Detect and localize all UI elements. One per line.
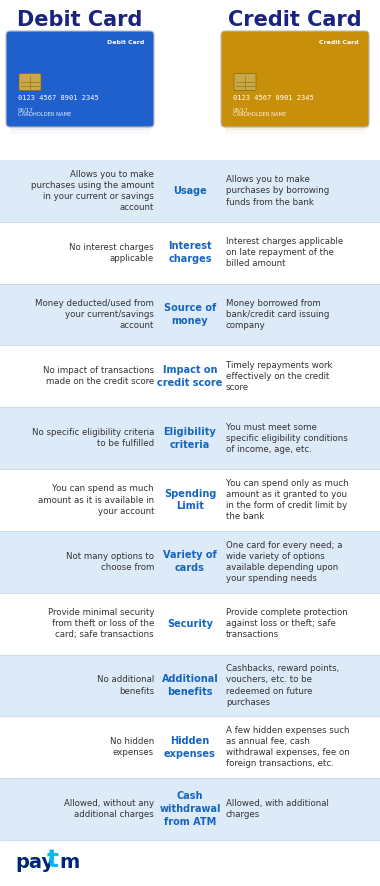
- Text: No impact of transactions
made on the credit score: No impact of transactions made on the cr…: [43, 366, 154, 386]
- Text: Hidden
expenses: Hidden expenses: [164, 736, 216, 758]
- FancyBboxPatch shape: [19, 74, 41, 90]
- Text: CARDHOLDER NAME: CARDHOLDER NAME: [233, 112, 287, 117]
- Text: Credit Card: Credit Card: [228, 10, 362, 30]
- Text: No specific eligibility criteria
to be fulfilled: No specific eligibility criteria to be f…: [32, 428, 154, 448]
- Text: Provide complete protection
against loss or theft; safe
transactions: Provide complete protection against loss…: [226, 608, 348, 639]
- Text: Cashbacks, reward points,
vouchers, etc. to be
redeemed on future
purchases: Cashbacks, reward points, vouchers, etc.…: [226, 664, 339, 707]
- Text: 06/17: 06/17: [233, 107, 249, 113]
- FancyBboxPatch shape: [221, 31, 369, 127]
- Bar: [225, 132, 365, 134]
- Bar: [0, 469, 380, 531]
- FancyBboxPatch shape: [10, 112, 154, 129]
- Bar: [0, 346, 380, 408]
- Text: Money deducted/used from
your current/savings
account: Money deducted/used from your current/sa…: [35, 299, 154, 330]
- Text: 06/17: 06/17: [18, 107, 34, 113]
- Text: No hidden
expenses: No hidden expenses: [110, 737, 154, 758]
- Bar: [10, 132, 150, 134]
- Text: Usage: Usage: [173, 186, 207, 196]
- Bar: [0, 408, 380, 469]
- Text: No interest charges
applicable: No interest charges applicable: [70, 243, 154, 263]
- FancyBboxPatch shape: [6, 31, 154, 127]
- Bar: [0, 778, 380, 840]
- Text: Interest charges applicable
on late repayment of the
billed amount: Interest charges applicable on late repa…: [226, 237, 343, 268]
- FancyBboxPatch shape: [225, 112, 369, 129]
- Text: Source of
money: Source of money: [164, 303, 216, 326]
- Text: You can spend only as much
amount as it granted to you
in the form of credit lim: You can spend only as much amount as it …: [226, 478, 348, 521]
- Bar: [10, 129, 150, 131]
- Text: CARDHOLDER NAME: CARDHOLDER NAME: [18, 112, 71, 117]
- Text: 0123 4567 8901 2345: 0123 4567 8901 2345: [18, 95, 99, 101]
- Text: t: t: [47, 848, 59, 872]
- Bar: [0, 160, 380, 222]
- Text: Debit Card: Debit Card: [17, 10, 142, 30]
- Bar: [0, 284, 380, 346]
- Text: One card for every need; a
wide variety of options
available depending upon
your: One card for every need; a wide variety …: [226, 540, 342, 583]
- Text: Timely repayments work
effectively on the credit
score: Timely repayments work effectively on th…: [226, 361, 332, 392]
- Text: 0123 4567 8901 2345: 0123 4567 8901 2345: [233, 95, 314, 101]
- Text: Additional
benefits: Additional benefits: [162, 674, 218, 697]
- Text: Allows you to make
purchases by borrowing
funds from the bank: Allows you to make purchases by borrowin…: [226, 175, 329, 206]
- Text: A few hidden expenses such
as annual fee, cash
withdrawal expenses, fee on
forei: A few hidden expenses such as annual fee…: [226, 727, 350, 768]
- Text: m: m: [59, 852, 79, 872]
- Text: Credit Card: Credit Card: [319, 40, 359, 45]
- Bar: [225, 126, 365, 128]
- Text: Security: Security: [167, 618, 213, 629]
- Text: Debit Card: Debit Card: [107, 40, 144, 45]
- Text: You must meet some
specific eligibility conditions
of income, age, etc.: You must meet some specific eligibility …: [226, 423, 348, 454]
- Text: Cash
withdrawal
from ATM: Cash withdrawal from ATM: [159, 791, 221, 827]
- Bar: [0, 222, 380, 284]
- Bar: [225, 129, 365, 131]
- Text: Not many options to
choose from: Not many options to choose from: [66, 552, 154, 571]
- Text: Allowed, with additional
charges: Allowed, with additional charges: [226, 799, 329, 820]
- Text: Allowed, without any
additional charges: Allowed, without any additional charges: [64, 799, 154, 820]
- Text: No additional
benefits: No additional benefits: [97, 675, 154, 696]
- Text: Spending
Limit: Spending Limit: [164, 488, 216, 511]
- Text: Eligibility
criteria: Eligibility criteria: [164, 427, 216, 449]
- Text: pay: pay: [15, 852, 54, 872]
- Text: Variety of
cards: Variety of cards: [163, 550, 217, 573]
- Bar: [0, 655, 380, 717]
- Text: Interest
charges: Interest charges: [168, 241, 212, 264]
- Text: You can spend as much
amount as it is available in
your account: You can spend as much amount as it is av…: [38, 485, 154, 516]
- FancyBboxPatch shape: [234, 74, 256, 90]
- Bar: [10, 126, 150, 128]
- Bar: [0, 717, 380, 778]
- Text: Money borrowed from
bank/credit card issuing
company: Money borrowed from bank/credit card iss…: [226, 299, 329, 330]
- Text: Allows you to make
purchases using the amount
in your current or savings
account: Allows you to make purchases using the a…: [31, 170, 154, 212]
- Bar: [0, 593, 380, 655]
- Bar: [0, 531, 380, 593]
- Text: Provide minimal security
from theft or loss of the
card; safe transactions: Provide minimal security from theft or l…: [48, 608, 154, 639]
- Text: Impact on
credit score: Impact on credit score: [157, 365, 223, 388]
